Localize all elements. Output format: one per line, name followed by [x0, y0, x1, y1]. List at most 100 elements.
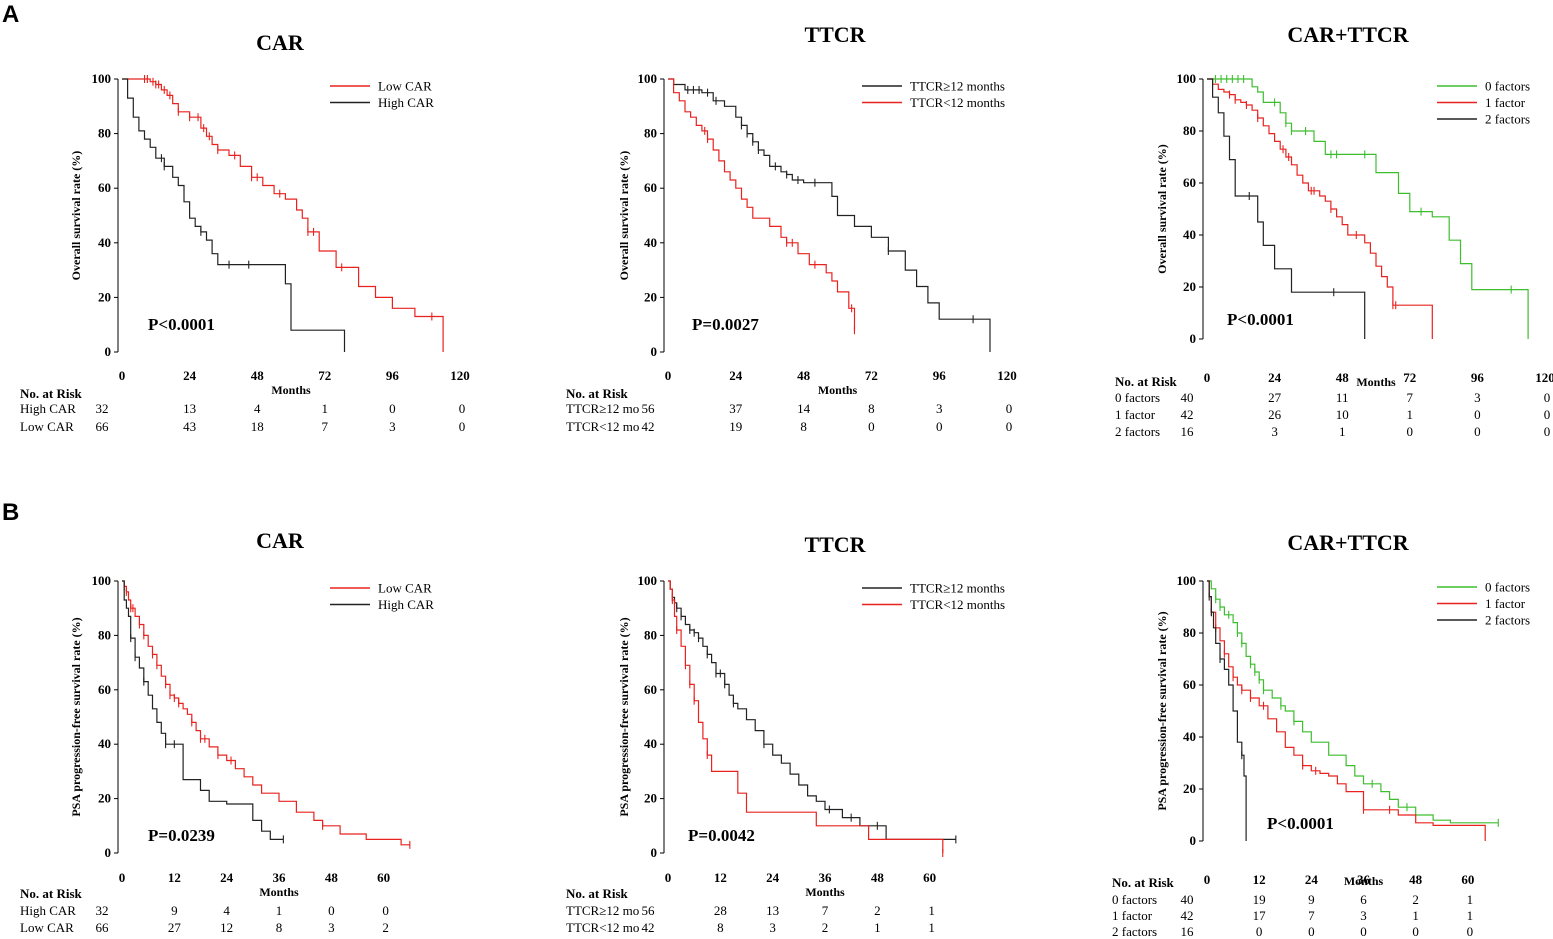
legend-label: TTCR≥12 months: [910, 581, 1005, 596]
x-axis-label: Months: [271, 383, 311, 397]
risk-cell: 18: [251, 419, 264, 434]
risk-cell: 0: [868, 419, 875, 434]
series-line-2-factors: [1207, 580, 1247, 841]
risk-row-label: High CAR: [20, 903, 76, 918]
risk-cell: 9: [171, 903, 178, 918]
x-axis-label: Months: [805, 885, 845, 899]
risk-cell: 3: [936, 401, 943, 416]
risk-cell: 1: [1412, 908, 1419, 923]
y-tick-label: 100: [92, 573, 112, 588]
legend-label: 1 factor: [1485, 95, 1526, 110]
legend-label: TTCR<12 months: [910, 597, 1005, 612]
risk-cell: 66: [96, 419, 110, 434]
y-tick-label: 40: [98, 736, 111, 751]
risk-cell: 9: [1308, 892, 1315, 907]
y-tick-label: 0: [105, 344, 112, 359]
series-line-high-car: [122, 580, 284, 840]
risk-cell: 0: [1544, 390, 1551, 405]
risk-cell: 28: [714, 903, 727, 918]
risk-cell: 1: [322, 401, 329, 416]
y-tick-label: 40: [1183, 227, 1196, 242]
risk-cell: 0: [1544, 407, 1551, 422]
legend-label: TTCR≥12 months: [910, 79, 1005, 94]
series-line-ttcr-12-months: [668, 580, 944, 853]
y-tick-label: 80: [644, 126, 657, 141]
risk-cell: 0: [1474, 424, 1481, 439]
risk-cell: 0: [459, 419, 466, 434]
x-tick-label: 12: [1253, 872, 1266, 887]
x-tick-label: 120: [450, 368, 470, 383]
y-tick-label: 100: [1177, 71, 1197, 86]
x-axis-label: Months: [1344, 874, 1384, 888]
risk-cell: 17: [1253, 908, 1267, 923]
y-tick-label: 20: [98, 289, 111, 304]
y-tick-label: 20: [644, 791, 657, 806]
risk-row-label: TTCR<12 mo: [566, 920, 639, 935]
y-tick-label: 0: [651, 845, 658, 860]
risk-cell: 27: [1268, 390, 1282, 405]
x-tick-label: 96: [1471, 370, 1485, 385]
risk-cell: 1: [874, 920, 881, 935]
chart-title: TTCR: [804, 22, 866, 47]
risk-cell: 8: [717, 920, 724, 935]
risk-cell: 7: [822, 903, 829, 918]
series-line-1-factor: [1207, 78, 1433, 339]
legend-label: 1 factor: [1485, 596, 1526, 611]
x-tick-label: 60: [1461, 872, 1474, 887]
panel-label-b: B: [2, 499, 19, 526]
y-tick-label: 60: [1183, 677, 1196, 692]
x-axis-label: Months: [818, 383, 858, 397]
risk-row-label: High CAR: [20, 401, 76, 416]
series-line-low-car: [122, 580, 410, 846]
risk-cell: 0: [1467, 924, 1474, 939]
legend-label: 2 factors: [1485, 613, 1530, 628]
risk-cell: 56: [642, 903, 656, 918]
risk-cell: 40: [1181, 390, 1194, 405]
risk-row-label: 0 factors: [1112, 892, 1157, 907]
risk-cell: 13: [183, 401, 196, 416]
risk-row-label: TTCR≥12 mo: [566, 401, 639, 416]
risk-cell: 26: [1268, 407, 1282, 422]
risk-cell: 0: [1474, 407, 1481, 422]
y-tick-label: 60: [644, 682, 657, 697]
risk-row-label: 2 factors: [1112, 924, 1157, 939]
risk-cell: 42: [1181, 407, 1194, 422]
risk-cell: 19: [1253, 892, 1266, 907]
risk-cell: 37: [729, 401, 743, 416]
risk-cell: 1: [1339, 424, 1346, 439]
y-tick-label: 60: [98, 682, 111, 697]
x-tick-label: 12: [714, 870, 727, 885]
p-value: P<0.0001: [148, 315, 215, 334]
y-axis-label: Overall survival rate (%): [1155, 144, 1169, 274]
y-axis-label: Overall survival rate (%): [617, 151, 631, 281]
panel-label-a: A: [2, 1, 19, 28]
risk-row-label: Low CAR: [20, 419, 74, 434]
x-tick-label: 0: [665, 870, 672, 885]
series-line-ttcr-12-months: [668, 78, 991, 352]
x-tick-label: 48: [871, 870, 885, 885]
x-tick-label: 0: [119, 368, 126, 383]
y-tick-label: 40: [98, 235, 111, 250]
x-tick-label: 120: [1535, 370, 1553, 385]
risk-cell: 7: [1308, 908, 1315, 923]
x-tick-label: 48: [1336, 370, 1350, 385]
y-tick-label: 40: [1183, 729, 1196, 744]
risk-cell: 7: [322, 419, 329, 434]
y-tick-label: 40: [644, 235, 657, 250]
legend-label: TTCR<12 months: [910, 95, 1005, 110]
risk-cell: 32: [96, 903, 109, 918]
chart-title: CAR+TTCR: [1287, 22, 1409, 47]
risk-cell: 27: [168, 920, 182, 935]
chart-title: CAR: [256, 30, 305, 55]
x-tick-label: 36: [819, 870, 833, 885]
x-tick-label: 72: [865, 368, 878, 383]
y-tick-label: 20: [1183, 279, 1196, 294]
x-tick-label: 24: [183, 368, 197, 383]
y-tick-label: 60: [1183, 175, 1196, 190]
risk-cell: 3: [328, 920, 335, 935]
risk-cell: 8: [800, 419, 807, 434]
risk-cell: 2: [874, 903, 881, 918]
legend-label: 0 factors: [1485, 79, 1530, 94]
